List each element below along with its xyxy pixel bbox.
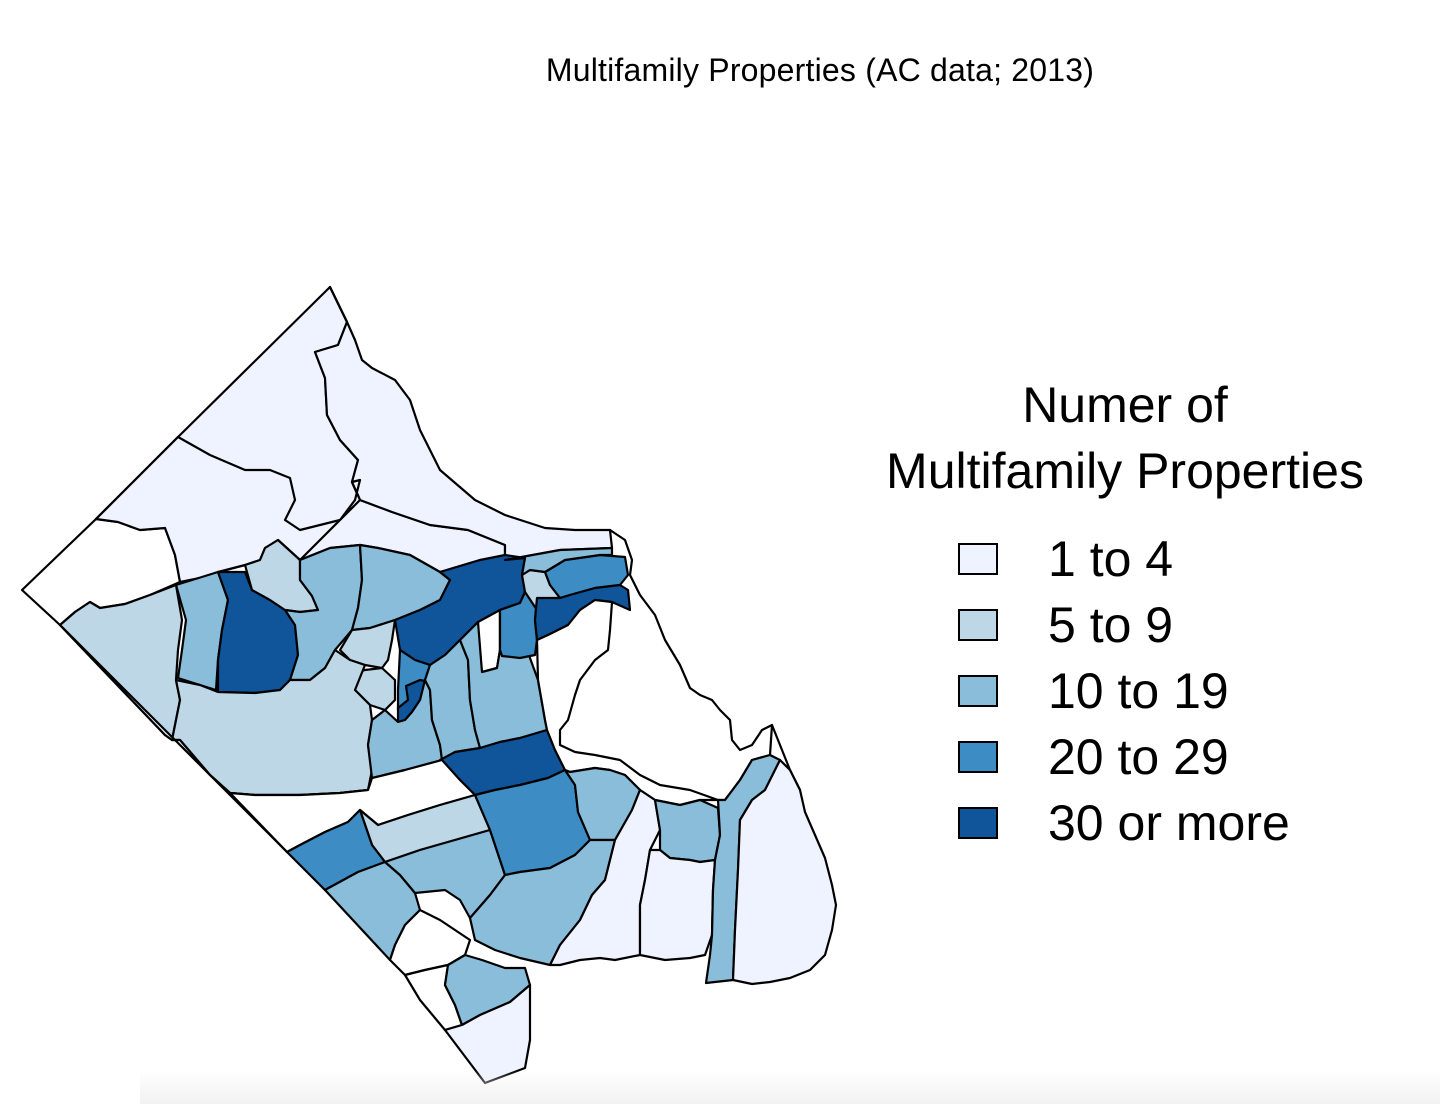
legend-item: 30 or more [958,790,1290,856]
legend-item: 10 to 19 [958,658,1290,724]
map-title-wrap: Multifamily Properties (AC data; 2013) [0,0,1440,120]
legend-item: 20 to 29 [958,724,1290,790]
legend-label: 20 to 29 [1048,729,1229,785]
region-center-small-light-a [338,618,397,670]
bottom-shade [140,1070,1440,1104]
legend-label: 30 or more [1048,795,1290,851]
legend-swatch [958,675,998,707]
legend-label: 1 to 4 [1048,531,1174,587]
legend-label: 10 to 19 [1048,663,1229,719]
legend-title-line1: Numer of [1022,377,1228,433]
region-east-top-mid [503,546,614,577]
legend-swatch [958,543,998,575]
legend-label: 5 to 9 [1048,597,1174,653]
region-south-tip [443,983,532,1085]
legend-title-line2: Multifamily Properties [886,443,1364,499]
legend-title: Numer of Multifamily Properties [860,372,1390,504]
legend: 1 to 4 5 to 9 10 to 19 20 to 29 30 or mo… [958,526,1290,856]
region-east-large-white [535,528,802,832]
map-regions [20,285,838,1085]
legend-item: 1 to 4 [958,526,1290,592]
region-south-east-pale [638,848,717,962]
legend-item: 5 to 9 [958,592,1290,658]
map-title: Multifamily Properties (AC data; 2013) [545,52,1095,88]
legend-swatch [958,741,998,773]
region-south-east-pale-large [731,758,838,986]
legend-swatch [958,609,998,641]
legend-swatch [958,807,998,839]
